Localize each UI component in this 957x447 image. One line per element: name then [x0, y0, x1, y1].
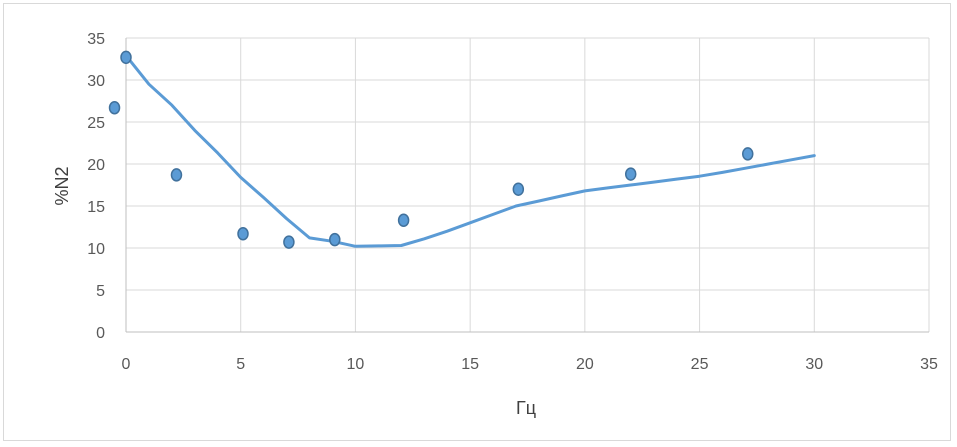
- data-point: [283, 235, 295, 249]
- y-axis-title: %N2: [52, 166, 72, 205]
- x-tick-label: 0: [122, 356, 131, 373]
- series-group: [108, 50, 816, 249]
- data-point: [397, 213, 410, 228]
- y-tick-label: 15: [87, 199, 105, 216]
- x-tick-label: 30: [805, 356, 823, 373]
- x-tick-label: 35: [920, 356, 938, 373]
- y-tick-label: 25: [87, 115, 105, 132]
- axes: [125, 38, 929, 333]
- x-tick-label: 25: [691, 356, 709, 373]
- x-tick-label: 5: [236, 356, 245, 373]
- y-tick-label: 0: [96, 325, 105, 342]
- y-tick-label: 20: [87, 157, 105, 174]
- x-tick-labels: 0 5 10 15 20 25 30 35: [122, 356, 938, 373]
- y-tick-label: 5: [96, 283, 105, 300]
- data-point: [329, 232, 341, 247]
- data-point: [624, 167, 637, 181]
- gridlines: [126, 37, 930, 332]
- x-tick-label: 20: [576, 356, 594, 373]
- data-point: [120, 50, 132, 65]
- data-point: [108, 100, 121, 115]
- data-point: [512, 182, 525, 196]
- y-tick-labels: 0 5 10 15 20 25 30 35: [87, 31, 105, 342]
- trend-line: [124, 54, 816, 248]
- chart-frame: [3, 3, 951, 441]
- x-axis-title: Гц: [516, 398, 536, 418]
- x-tick-label: 10: [347, 356, 365, 373]
- y-tick-label: 30: [87, 73, 105, 90]
- data-point: [742, 147, 754, 161]
- y-tick-label: 10: [87, 241, 105, 258]
- data-point: [237, 226, 249, 241]
- y-tick-label: 35: [87, 31, 105, 48]
- data-point: [170, 168, 183, 182]
- x-tick-label: 15: [461, 356, 479, 373]
